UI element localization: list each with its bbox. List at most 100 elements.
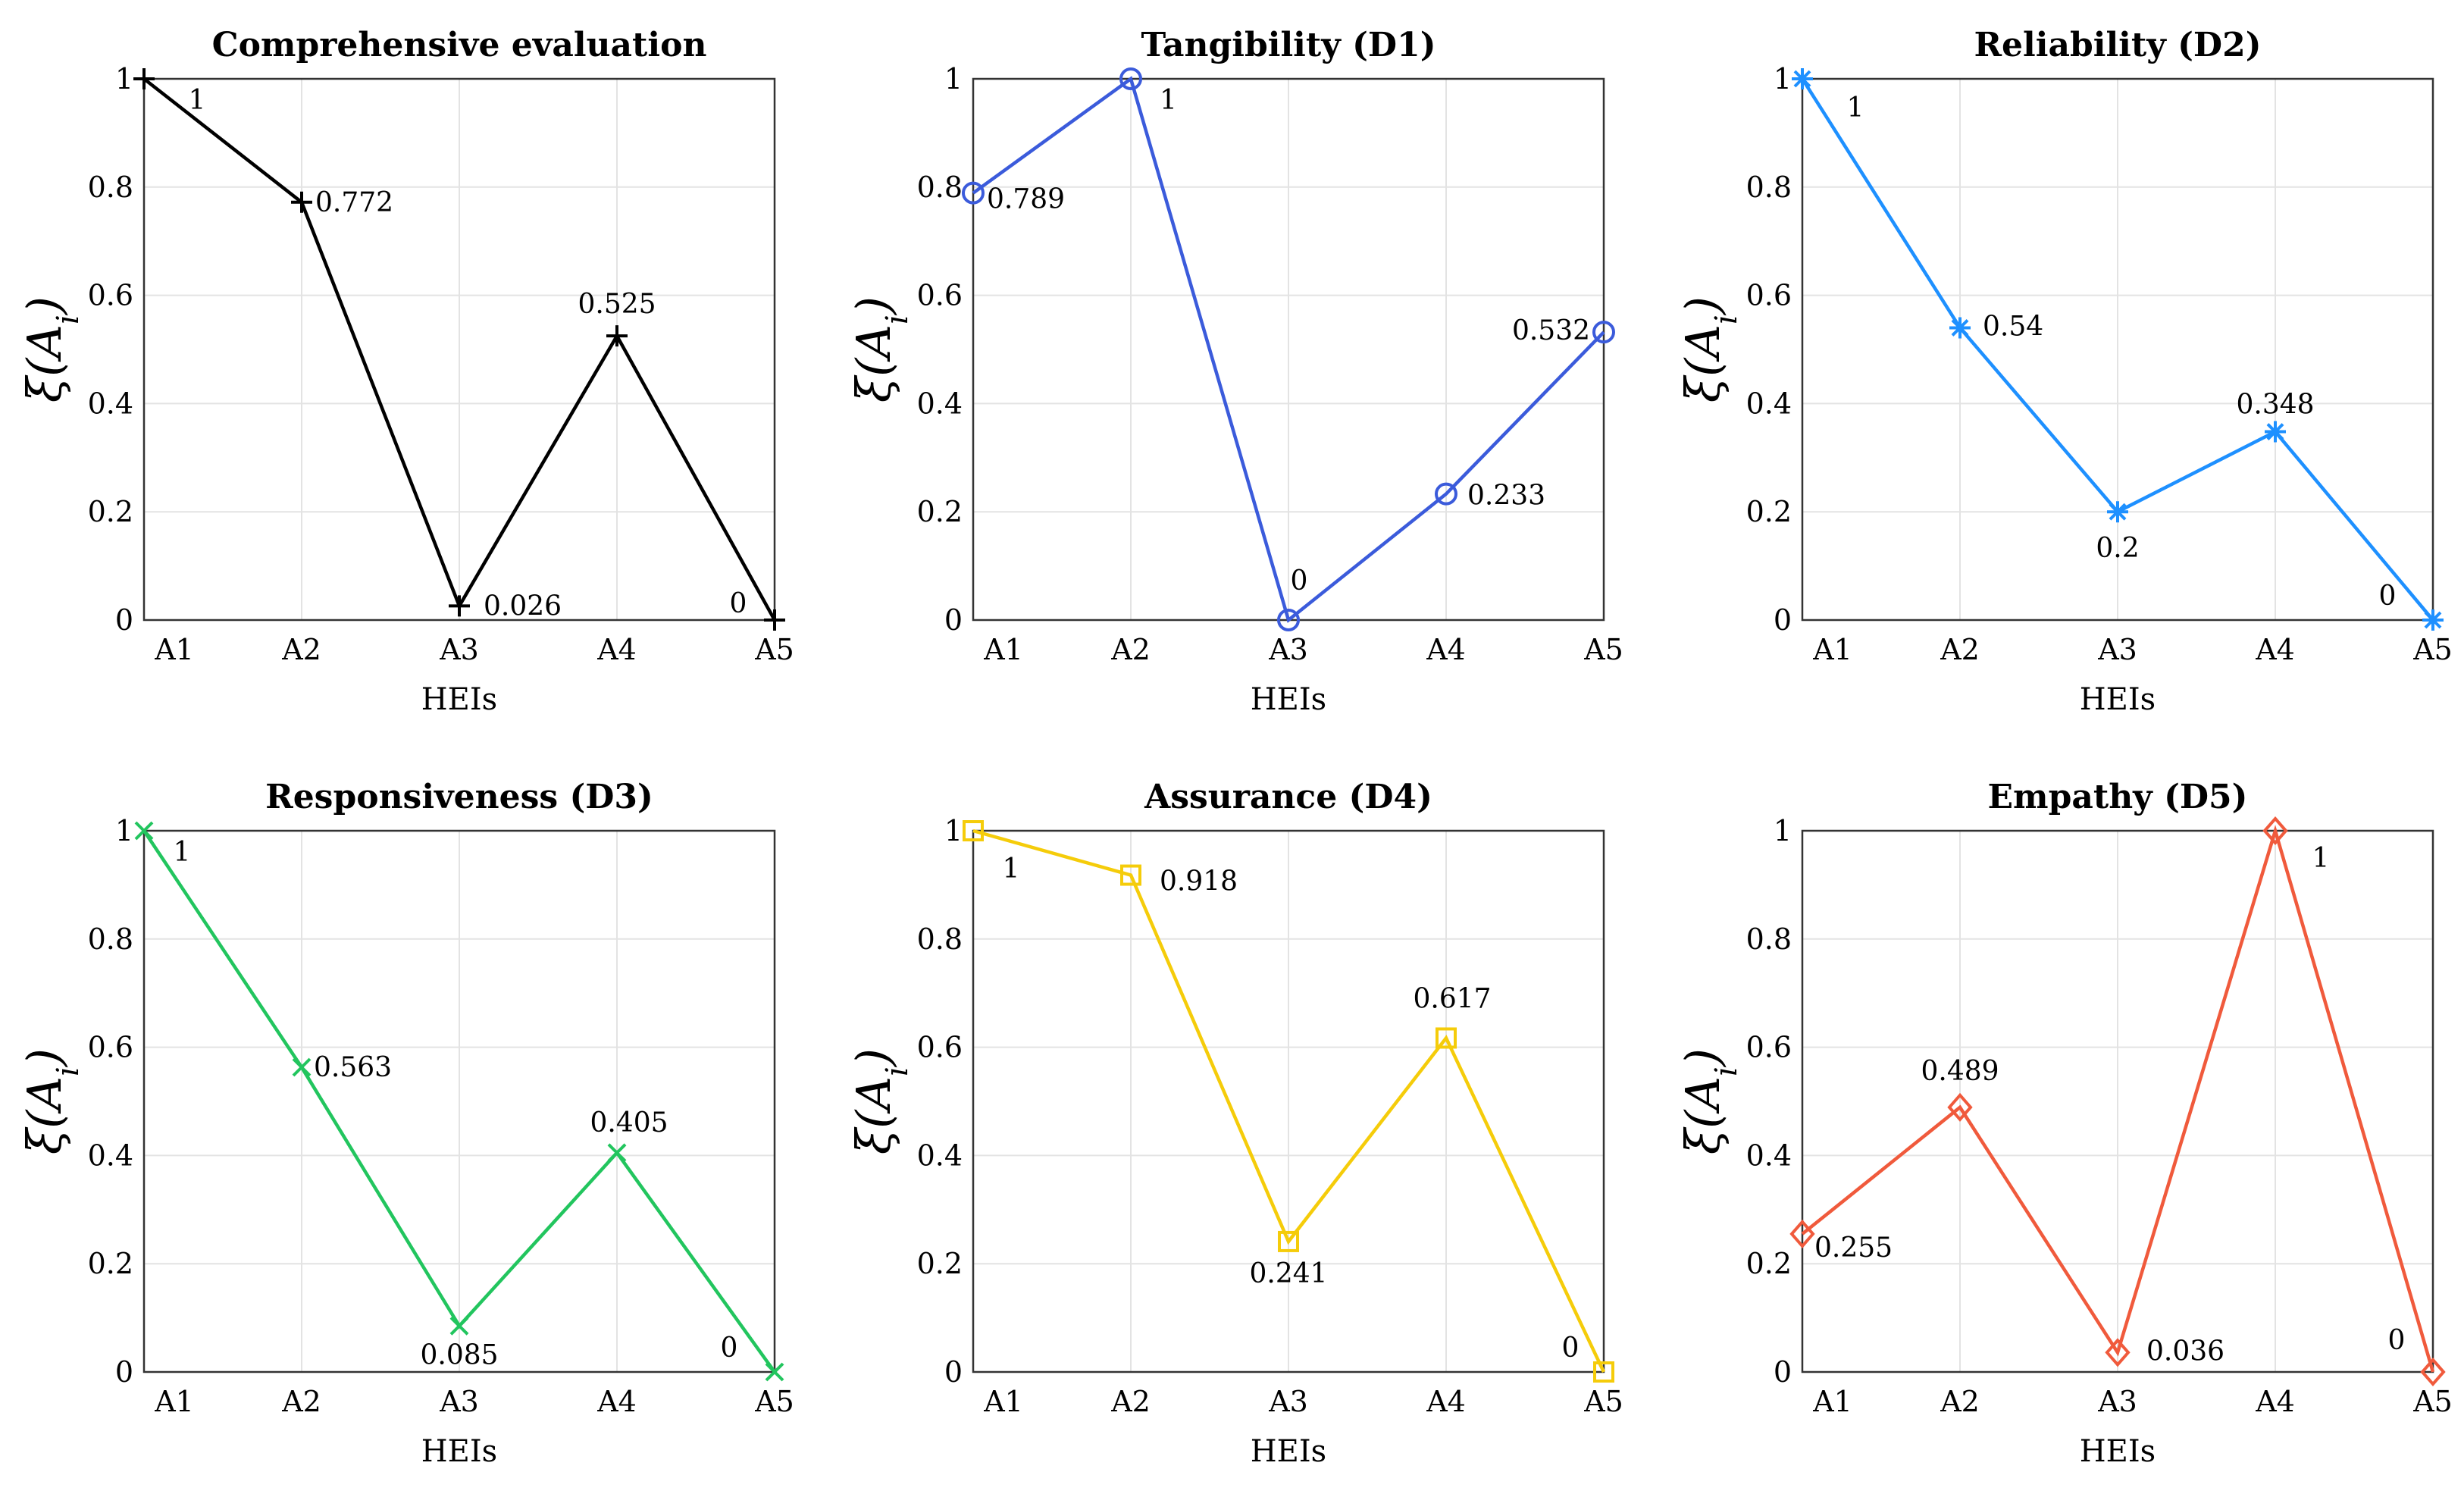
y-axis-label: ξ(Ai) [846, 1048, 915, 1154]
x-axis-label: HEIs [421, 682, 497, 717]
y-tick-label: 0.8 [1746, 171, 1792, 204]
data-label-a3: 0.241 [1249, 1258, 1327, 1289]
y-tick-label: 0 [944, 603, 963, 637]
x-tick-label: A2 [1110, 633, 1151, 666]
x-tick-label: A5 [1583, 1385, 1623, 1418]
data-label-a4: 0.617 [1413, 983, 1491, 1014]
data-label-a2: 0.54 [1983, 311, 2043, 342]
series-line [972, 76, 1605, 623]
chart-panel-1: Comprehensive evaluation 0 0.2 0.4 0.6 0.8 1 A1… [17, 26, 794, 717]
x-tick-label: A3 [439, 1385, 479, 1418]
data-point-a1 [133, 68, 155, 89]
x-tick-label: A3 [2097, 633, 2137, 666]
y-tick-label: 0 [115, 603, 133, 637]
x-tick-label: A3 [1268, 633, 1308, 666]
y-tick-label: 0.2 [1746, 495, 1792, 528]
data-label-a1: 0.789 [987, 184, 1065, 215]
y-tick-label: 1 [115, 62, 133, 96]
x-tick-label: A1 [983, 1385, 1023, 1418]
x-tick-label: A3 [1268, 1385, 1308, 1418]
data-point-a5 [2422, 609, 2444, 631]
x-tick-label: A1 [154, 1385, 194, 1418]
y-tick-label: 0.4 [917, 387, 963, 420]
x-tick-label: A1 [983, 633, 1023, 666]
data-point-a5 [765, 1362, 784, 1382]
chart-panel-3: Reliability (D2) 0 0.2 0.4 0.6 0.8 1 A1 A2 A3 A4 A5… [1675, 26, 2453, 717]
chart-panel-4: Responsiveness (D3) 0 0.2 0.4 0.6 0.8 1 A1 A2 A3 A… [17, 778, 794, 1469]
data-label-a3: 0.085 [420, 1339, 498, 1370]
y-tick-label: 1 [1774, 814, 1792, 847]
data-point-a1 [963, 820, 984, 841]
x-tick-label: A2 [281, 633, 321, 666]
data-label-a4: 1 [2312, 843, 2330, 874]
data-label-a1: 0.255 [1814, 1232, 1893, 1264]
y-tick-label: 0.4 [1746, 1139, 1792, 1172]
y-tick-label: 0.8 [1746, 922, 1792, 956]
data-point-a1 [1789, 1219, 1815, 1248]
data-label-a2: 0.563 [314, 1052, 392, 1083]
y-tick-label: 1 [1774, 62, 1792, 96]
y-tick-label: 0.8 [88, 171, 133, 204]
y-tick-label: 0.2 [88, 495, 133, 528]
plot-frame [1801, 829, 2434, 1373]
data-label-a1: 1 [1003, 853, 1020, 885]
y-tick-label: 0.2 [917, 1247, 963, 1280]
y-tick-label: 0 [1774, 603, 1792, 637]
data-point-a2 [291, 191, 312, 213]
data-point-a3 [1277, 609, 1300, 631]
y-axis-label: ξ(Ai) [1675, 1048, 1744, 1154]
chart-title: Tangibility (D1) [1141, 26, 1436, 64]
x-tick-label: A5 [1583, 633, 1623, 666]
y-tick-label: 0.4 [88, 1139, 133, 1172]
y-axis-label: ξ(Ai) [17, 296, 86, 402]
data-label-a4: 0.405 [590, 1107, 668, 1139]
data-point-a4 [2265, 421, 2286, 443]
y-tick-label: 0.6 [917, 279, 963, 312]
y-axis-label: ξ(Ai) [846, 296, 915, 402]
data-label-a2: 0.489 [1921, 1056, 1999, 1087]
data-label-a5: 0 [2388, 1325, 2406, 1356]
x-tick-label: A4 [2255, 633, 2295, 666]
data-label-a3: 0 [1291, 565, 1308, 597]
x-tick-label: A1 [154, 633, 194, 666]
x-tick-label: A4 [2255, 1385, 2295, 1418]
y-tick-label: 0 [1774, 1355, 1792, 1389]
data-label-a3: 0.036 [2146, 1336, 2224, 1367]
y-tick-label: 0.6 [1746, 1031, 1792, 1064]
data-label-a1: 1 [174, 837, 191, 868]
plot-frame [142, 77, 776, 622]
chart-title: Empathy (D5) [1988, 778, 2248, 816]
data-label-a3: 0.2 [2096, 533, 2139, 564]
data-point-a4 [1435, 482, 1457, 506]
data-point-a5 [764, 609, 785, 631]
data-label-a5: 0 [721, 1333, 738, 1364]
y-tick-label: 0 [115, 1355, 133, 1389]
y-tick-label: 0.2 [917, 495, 963, 528]
y-tick-label: 0.6 [1746, 279, 1792, 312]
data-point-a4 [2262, 816, 2288, 846]
y-tick-label: 0.2 [1746, 1247, 1792, 1280]
x-tick-label: A2 [1940, 1385, 1980, 1418]
data-label-a2: 1 [1160, 85, 1177, 116]
data-point-a1 [962, 181, 985, 205]
series-line [972, 828, 1606, 1373]
y-tick-label: 0.6 [88, 1031, 133, 1064]
data-point-a2 [1947, 1092, 1973, 1122]
data-point-a4 [607, 1143, 627, 1163]
x-axis-label: HEIs [1251, 1434, 1326, 1469]
data-point-a4 [606, 325, 628, 347]
chart-panel-5: Assurance (D4) 0 0.2 0.4 0.6 0.8 1 A1 A2 A3 A4 A5 HE… [846, 778, 1623, 1469]
data-point-a2 [1949, 317, 1971, 339]
chart-panel-6: Empathy (D5) 0 0.2 0.4 0.6 0.8 1 A1 A2 A3 A4 A5 HEIs… [1675, 778, 2453, 1469]
x-tick-label: A2 [281, 1385, 321, 1418]
x-axis-label: HEIs [2080, 1434, 2156, 1469]
data-point-a1 [1792, 68, 1813, 89]
x-tick-label: A2 [1940, 633, 1980, 666]
x-tick-label: A5 [754, 1385, 794, 1418]
y-tick-label: 0.4 [1746, 387, 1792, 420]
y-tick-label: 0.8 [917, 171, 963, 204]
data-label-a5: 0 [2379, 581, 2397, 612]
data-point-a3 [2107, 501, 2128, 523]
y-tick-label: 1 [115, 814, 133, 847]
